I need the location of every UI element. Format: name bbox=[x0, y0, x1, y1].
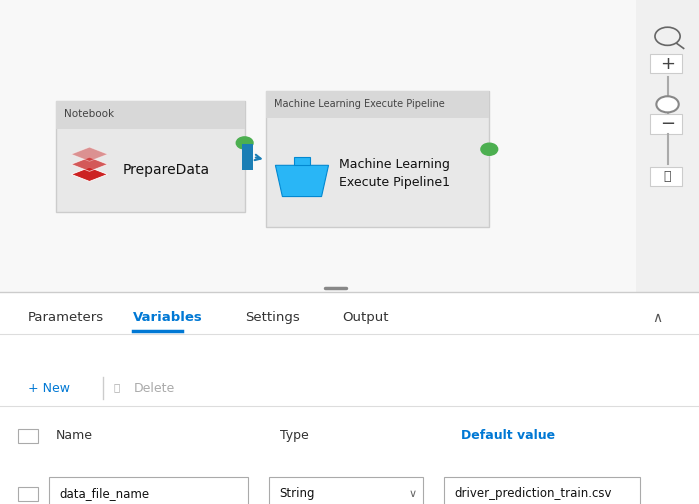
Text: data_file_name: data_file_name bbox=[59, 487, 150, 500]
FancyBboxPatch shape bbox=[294, 157, 310, 165]
FancyBboxPatch shape bbox=[444, 477, 640, 504]
FancyBboxPatch shape bbox=[650, 114, 682, 134]
FancyBboxPatch shape bbox=[56, 101, 245, 212]
FancyBboxPatch shape bbox=[18, 429, 38, 443]
Text: PrepareData: PrepareData bbox=[122, 163, 210, 177]
Text: driver_prediction_train.csv: driver_prediction_train.csv bbox=[454, 487, 612, 500]
Text: +: + bbox=[660, 54, 675, 73]
FancyBboxPatch shape bbox=[636, 0, 699, 292]
Text: Name: Name bbox=[56, 429, 93, 443]
FancyBboxPatch shape bbox=[266, 91, 489, 227]
Text: −: − bbox=[660, 115, 675, 133]
FancyBboxPatch shape bbox=[242, 144, 253, 169]
FancyBboxPatch shape bbox=[0, 0, 636, 292]
Polygon shape bbox=[71, 147, 108, 161]
Text: Delete: Delete bbox=[134, 382, 175, 395]
Text: Machine Learning
Execute Pipeline1: Machine Learning Execute Pipeline1 bbox=[339, 158, 450, 190]
FancyBboxPatch shape bbox=[49, 477, 248, 504]
Polygon shape bbox=[71, 157, 108, 171]
Text: ⛶: ⛶ bbox=[664, 170, 671, 183]
FancyBboxPatch shape bbox=[269, 477, 423, 504]
Polygon shape bbox=[275, 165, 329, 197]
Circle shape bbox=[481, 143, 498, 155]
Text: ∨: ∨ bbox=[409, 489, 417, 499]
Text: Type: Type bbox=[280, 429, 308, 443]
FancyBboxPatch shape bbox=[56, 101, 245, 129]
Text: + New: + New bbox=[28, 382, 70, 395]
FancyBboxPatch shape bbox=[650, 167, 682, 186]
Text: Parameters: Parameters bbox=[28, 311, 104, 324]
Text: Output: Output bbox=[343, 311, 389, 324]
Circle shape bbox=[656, 96, 679, 112]
FancyBboxPatch shape bbox=[266, 91, 489, 118]
Text: Machine Learning Execute Pipeline: Machine Learning Execute Pipeline bbox=[274, 99, 445, 109]
Polygon shape bbox=[71, 167, 108, 181]
Text: ∧: ∧ bbox=[652, 310, 662, 325]
Text: Default value: Default value bbox=[461, 429, 556, 443]
FancyBboxPatch shape bbox=[0, 292, 699, 504]
Text: Notebook: Notebook bbox=[64, 109, 115, 119]
FancyBboxPatch shape bbox=[18, 487, 38, 501]
Text: 🗑: 🗑 bbox=[113, 382, 120, 392]
FancyBboxPatch shape bbox=[650, 54, 682, 73]
Text: Settings: Settings bbox=[245, 311, 299, 324]
Text: String: String bbox=[280, 487, 315, 500]
Text: Variables: Variables bbox=[133, 311, 203, 324]
Circle shape bbox=[236, 137, 253, 149]
